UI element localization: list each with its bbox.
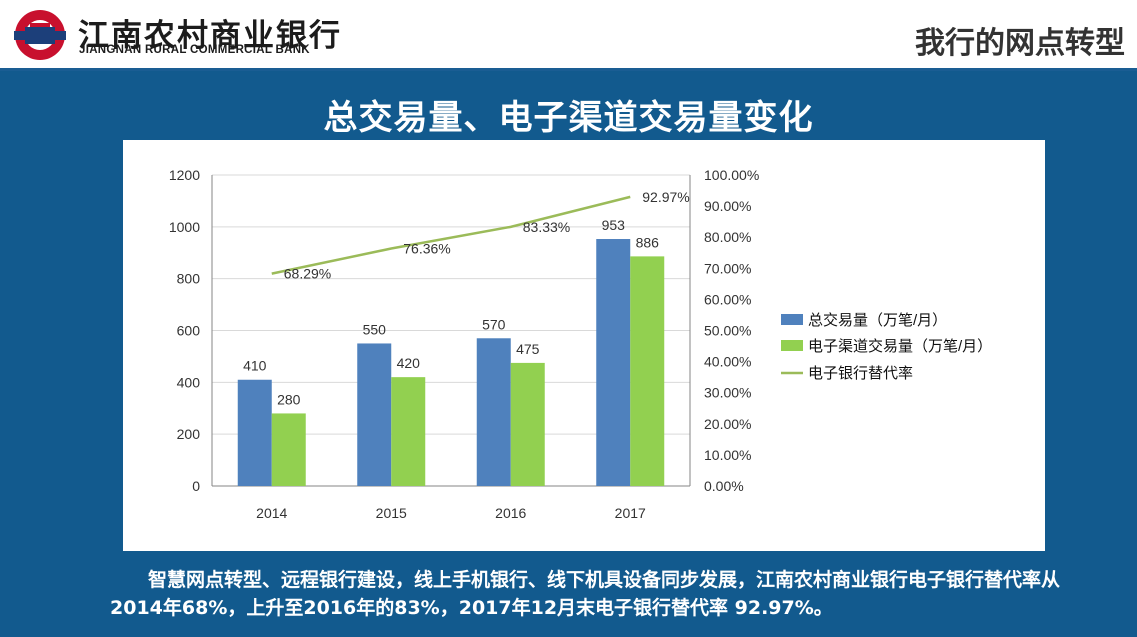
line-data-label: 83.33% bbox=[523, 219, 570, 235]
bank-logo-icon bbox=[14, 10, 66, 60]
bar bbox=[630, 256, 665, 486]
bar bbox=[476, 338, 511, 486]
bank-name-cn: 江南农村商业银行 bbox=[78, 18, 342, 54]
bar bbox=[596, 239, 631, 486]
y-tick-label-left: 400 bbox=[177, 374, 201, 390]
y-tick-label-right: 20.00% bbox=[704, 416, 751, 432]
y-tick-label-right: 90.00% bbox=[704, 198, 751, 214]
y-tick-label-right: 50.00% bbox=[704, 323, 751, 339]
y-tick-label-left: 600 bbox=[177, 323, 201, 339]
bar bbox=[271, 413, 306, 486]
line-data-label: 92.97% bbox=[642, 189, 689, 205]
legend-swatch bbox=[781, 340, 803, 351]
data-label: 953 bbox=[602, 217, 626, 233]
data-label: 280 bbox=[277, 391, 301, 407]
bar bbox=[357, 343, 392, 486]
legend-swatch bbox=[781, 314, 803, 325]
y-tick-label-left: 0 bbox=[192, 478, 200, 494]
line-data-label: 76.36% bbox=[403, 241, 450, 257]
y-tick-label-right: 100.00% bbox=[704, 167, 759, 183]
bank-name-en: JIANGNAN RURAL COMMERCIAL BANK bbox=[79, 44, 310, 56]
caption-text: 智慧网点转型、远程银行建设，线上手机银行、线下机具设备同步发展，江南农村商业银行… bbox=[110, 566, 1070, 622]
legend-label: 电子银行替代率 bbox=[808, 365, 913, 382]
y-tick-label-left: 1000 bbox=[169, 219, 200, 235]
y-tick-label-right: 60.00% bbox=[704, 291, 751, 307]
data-label: 570 bbox=[482, 316, 506, 332]
data-label: 886 bbox=[636, 234, 660, 250]
y-tick-label-left: 200 bbox=[177, 426, 201, 442]
data-label: 475 bbox=[516, 341, 540, 357]
header-divider bbox=[0, 68, 1137, 71]
x-tick-label: 2017 bbox=[615, 505, 646, 521]
bar bbox=[510, 362, 545, 486]
y-tick-label-right: 30.00% bbox=[704, 385, 751, 401]
combo-chart: 0 200 400 600 800 1000 1200 0.00% 10.00% 20.00% 30… bbox=[169, 167, 992, 521]
header-bar: 江南农村商业银行 JIANGNAN RURAL COMMERCIAL BANK … bbox=[0, 0, 1137, 70]
line-series bbox=[271, 195, 631, 275]
y-tick-label-right: 0.00% bbox=[704, 478, 744, 494]
bar bbox=[237, 379, 272, 486]
y-tick-label-right: 70.00% bbox=[704, 260, 751, 276]
x-tick-label: 2016 bbox=[495, 505, 526, 521]
chart-container: 0 200 400 600 800 1000 1200 0.00% 10.00% 20.00% 30… bbox=[123, 140, 1045, 551]
caption-paragraph: 智慧网点转型、远程银行建设，线上手机银行、线下机具设备同步发展，江南农村商业银行… bbox=[110, 569, 1061, 619]
page-title: 总交易量、电子渠道交易量变化 bbox=[323, 98, 814, 138]
y-tick-label-right: 80.00% bbox=[704, 229, 751, 245]
section-title: 我行的网点转型 bbox=[915, 26, 1125, 61]
data-label: 550 bbox=[363, 321, 387, 337]
x-tick-label: 2014 bbox=[256, 505, 287, 521]
bar bbox=[391, 377, 426, 486]
legend-label: 总交易量（万笔/月） bbox=[808, 311, 947, 329]
line-data-label: 68.29% bbox=[284, 266, 331, 282]
data-label: 420 bbox=[397, 355, 421, 371]
x-tick-label: 2015 bbox=[376, 505, 407, 521]
legend-label: 电子渠道交易量（万笔/月） bbox=[808, 337, 992, 355]
y-tick-label-left: 1200 bbox=[169, 167, 200, 183]
y-tick-label-right: 40.00% bbox=[704, 354, 751, 370]
y-tick-label-left: 800 bbox=[177, 271, 201, 287]
y-tick-label-right: 10.00% bbox=[704, 447, 751, 463]
data-label: 410 bbox=[243, 358, 267, 374]
